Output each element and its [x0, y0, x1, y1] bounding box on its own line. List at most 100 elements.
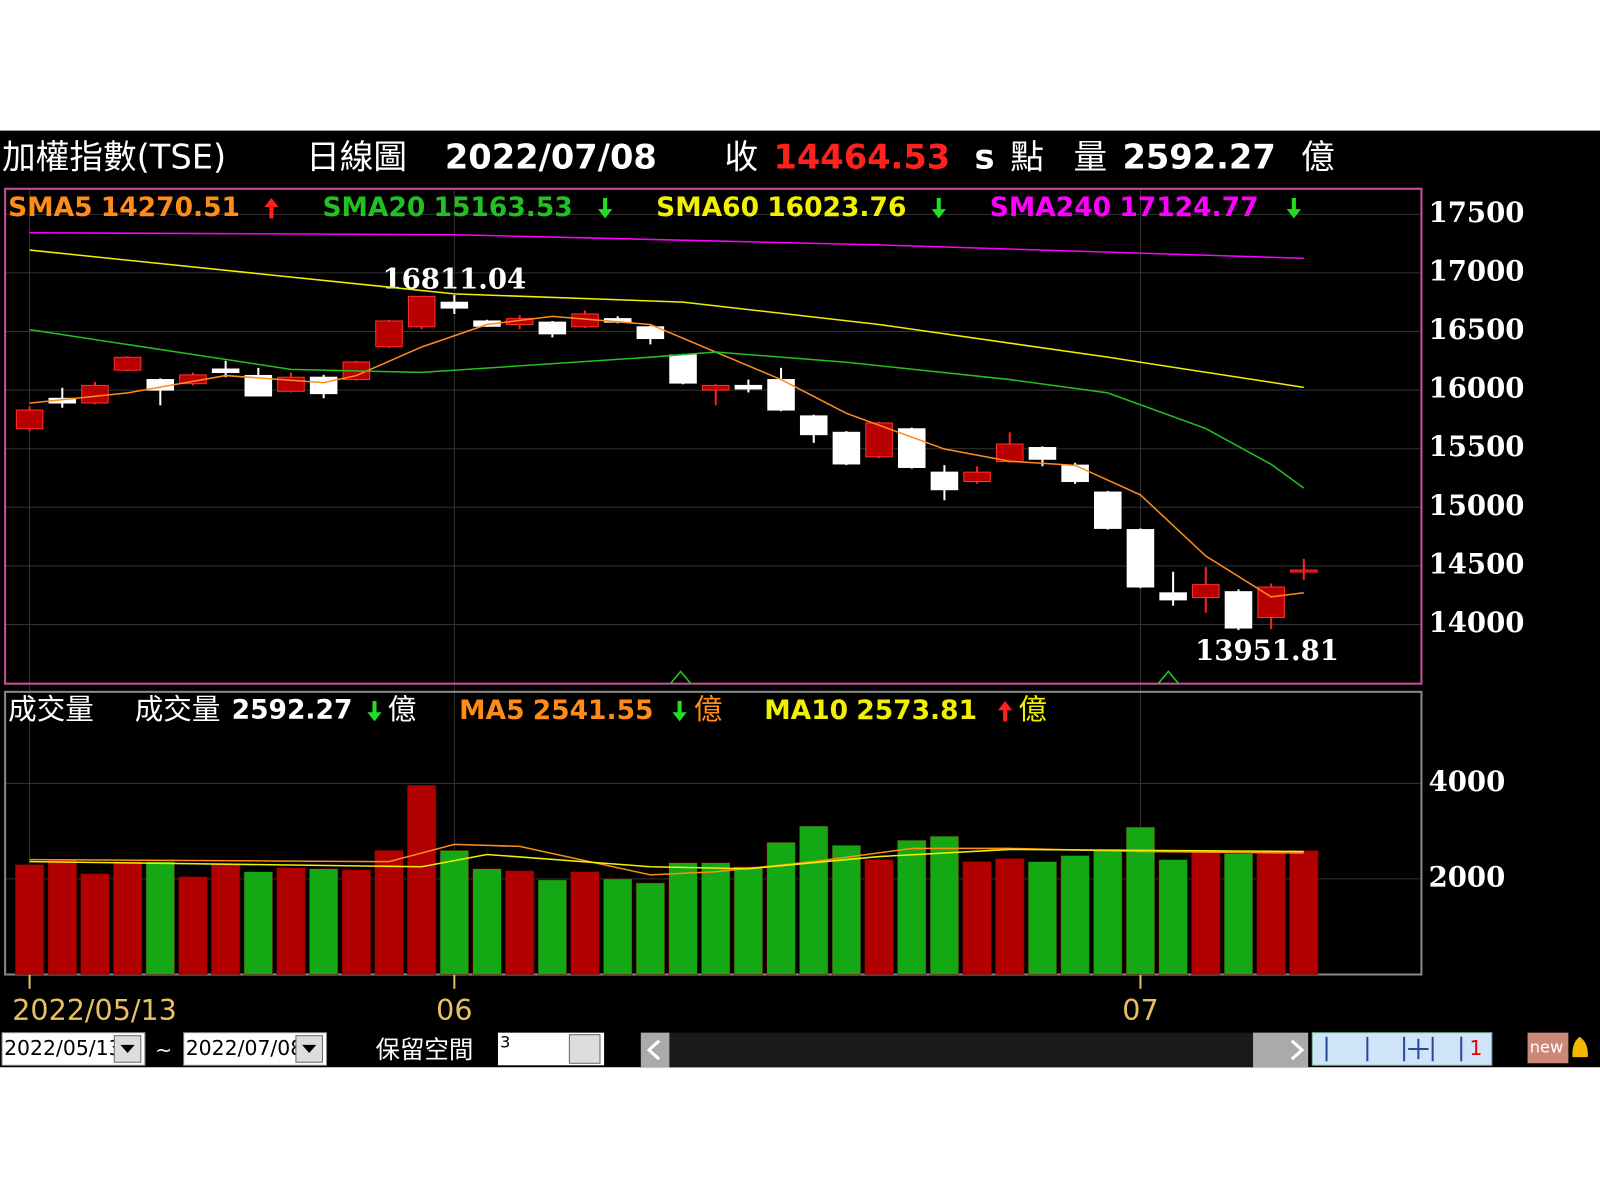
trend-arrow	[931, 197, 946, 219]
close-label: 收	[724, 138, 758, 177]
candle-body	[1126, 529, 1155, 588]
volume-bar	[80, 873, 110, 975]
toolbar: 2022/05/13 ~ 2022/07/08 保留空間 3 1 new	[0, 1032, 1600, 1200]
candle-body	[701, 384, 730, 391]
candle-body	[636, 326, 665, 340]
trend-arrow	[997, 701, 1013, 722]
candle-body	[244, 374, 273, 397]
y-tick-label: 2000	[1429, 861, 1506, 893]
legend-name: MA5	[459, 695, 524, 726]
candle-body	[15, 409, 44, 430]
ma-line	[29, 249, 1304, 389]
candle-body	[799, 415, 828, 436]
y-tick-label: 16500	[1429, 314, 1525, 346]
volume-bar	[211, 863, 241, 975]
signal-marker	[669, 670, 1180, 685]
volume-bar	[570, 871, 600, 975]
volume-bar	[1125, 826, 1155, 975]
candle-body	[1061, 464, 1089, 483]
legend-unit: 億	[694, 692, 723, 726]
volume-bar	[1027, 861, 1057, 975]
candle-body	[897, 428, 926, 468]
volume-legend-label: 成交量	[135, 692, 221, 726]
candle-body	[81, 384, 109, 404]
y-tick-label: 14000	[1429, 607, 1525, 639]
volume-bar	[799, 825, 829, 975]
legend-value: 14270.51	[101, 192, 240, 223]
volume-bar	[47, 859, 77, 975]
scroll-left[interactable]	[640, 1032, 670, 1068]
new-button[interactable]	[1527, 1032, 1569, 1064]
price-panel	[4, 187, 1423, 685]
volume-bar	[537, 879, 567, 975]
volume-bar	[897, 840, 927, 975]
y-tick-label: 15000	[1429, 490, 1525, 522]
reserve-label: 保留空間	[376, 1035, 474, 1064]
candle-body	[963, 471, 991, 483]
volume-bar	[864, 859, 894, 975]
legend-entry: SMA240 17124.77	[990, 192, 1259, 223]
candle-body	[407, 295, 436, 328]
legend-name: SMA240	[990, 192, 1111, 223]
to-date: 2022/07/08	[186, 1036, 304, 1060]
from-date: 2022/05/13	[4, 1036, 122, 1060]
x-tick-label: 07	[1122, 993, 1158, 1027]
y-tick-label: 17500	[1429, 197, 1525, 229]
volume-bar	[1060, 855, 1090, 975]
close-value: 14464.53	[773, 138, 950, 177]
volume-unit: 億	[1301, 138, 1335, 177]
volume-bar	[472, 868, 502, 975]
legend-entry: SMA5 14270.51	[8, 192, 240, 223]
new-label: new	[1530, 1037, 1564, 1056]
scrollbar[interactable]	[640, 1032, 1309, 1068]
legend-name: MA10	[764, 695, 848, 726]
volume-bar	[766, 842, 796, 975]
x-tick-label: 06	[436, 993, 472, 1027]
tilde: ~	[155, 1038, 172, 1062]
scroll-arrows	[646, 1039, 1305, 1061]
candle-body	[832, 431, 861, 465]
legend-value: 17124.77	[1119, 192, 1258, 223]
dropdown-icon	[302, 1044, 317, 1054]
candle-body	[538, 321, 567, 335]
volume-bar	[1191, 851, 1221, 975]
spinner[interactable]	[568, 1034, 601, 1064]
bell-icon	[1572, 1036, 1588, 1058]
volume-bar	[1256, 851, 1286, 975]
max-label: 16811.04	[382, 263, 526, 295]
ma-line	[29, 231, 1304, 260]
trend-arrow	[1286, 197, 1302, 219]
candle-body	[440, 301, 469, 309]
x-tick-label: 2022/05/13	[12, 993, 177, 1027]
volume-bar	[1158, 859, 1188, 975]
volume-bar	[668, 862, 698, 975]
legend-name: SMA5	[8, 192, 92, 223]
trend-arrow	[597, 197, 613, 219]
volume-bar	[995, 858, 1025, 975]
volume-bar	[243, 871, 273, 975]
volume-bar	[929, 835, 959, 975]
legend-name: SMA20	[322, 192, 425, 223]
period: 日線圖	[306, 138, 407, 177]
s-mark: s	[974, 138, 994, 177]
legend-entry: MA5 2541.55	[459, 695, 653, 726]
ma-line	[29, 848, 1304, 870]
candle-body	[211, 368, 240, 374]
candle-body	[1192, 584, 1220, 599]
volume-bar	[309, 868, 339, 975]
legend-value: 16023.76	[767, 192, 906, 223]
volume-bar	[145, 861, 175, 975]
footer-bg	[0, 1067, 1600, 1200]
legend-name: SMA60	[656, 192, 759, 223]
candle-body	[1224, 591, 1253, 629]
scroll-right[interactable]	[1253, 1032, 1309, 1068]
legend-entry: MA10 2573.81	[764, 695, 977, 726]
volume-bar	[635, 882, 665, 975]
volume-bar	[603, 878, 633, 975]
ma-line	[29, 328, 1305, 489]
tool-buttons[interactable]	[1311, 1032, 1493, 1066]
volume-bar	[178, 876, 208, 975]
trend-arrow	[367, 701, 382, 722]
volume-bar	[341, 869, 371, 975]
